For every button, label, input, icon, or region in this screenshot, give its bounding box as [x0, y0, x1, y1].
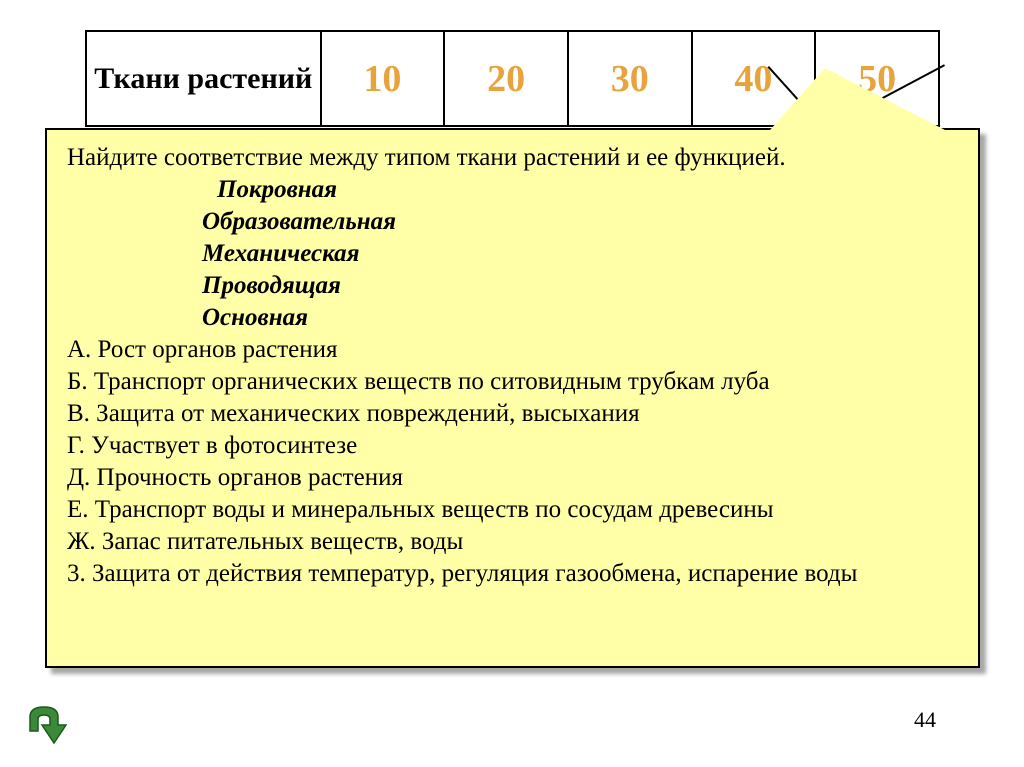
- tissue-type: Образовательная: [67, 206, 958, 238]
- answer-option: В. Защита от механических повреждений, в…: [67, 398, 958, 430]
- back-arrow-button[interactable]: [18, 701, 72, 747]
- answer-option: Ж. Запас питательных веществ, воды: [67, 526, 958, 558]
- page-number: 44: [914, 707, 936, 733]
- answer-option: А. Рост органов растения: [67, 334, 958, 366]
- question-prompt: Найдите соответствие между типом ткани р…: [67, 144, 786, 171]
- answer-option: 3. Защита от действия температур, регуля…: [67, 558, 958, 590]
- tissue-type: Проводящая: [67, 270, 958, 302]
- question-body: Найдите соответствие между типом ткани р…: [67, 142, 958, 590]
- points-cell-10[interactable]: 10: [321, 31, 445, 126]
- question-callout: Найдите соответствие между типом ткани р…: [45, 128, 980, 668]
- category-label: Ткани растений: [86, 31, 321, 126]
- answer-option: Г. Участвует в фотосинтезе: [67, 430, 958, 462]
- u-turn-arrow-icon: [18, 701, 72, 747]
- answer-option: Е. Транспорт воды и минеральных веществ …: [67, 494, 958, 526]
- points-cell-20[interactable]: 20: [444, 31, 568, 126]
- points-cell-30[interactable]: 30: [568, 31, 692, 126]
- tissue-type: Основная: [67, 302, 958, 334]
- answer-option: Б. Транспорт органических веществ по сит…: [67, 366, 958, 398]
- answer-option: Д. Прочность органов растения: [67, 462, 958, 494]
- tissue-type: Покровная: [67, 174, 958, 206]
- tissue-type: Механическая: [67, 238, 958, 270]
